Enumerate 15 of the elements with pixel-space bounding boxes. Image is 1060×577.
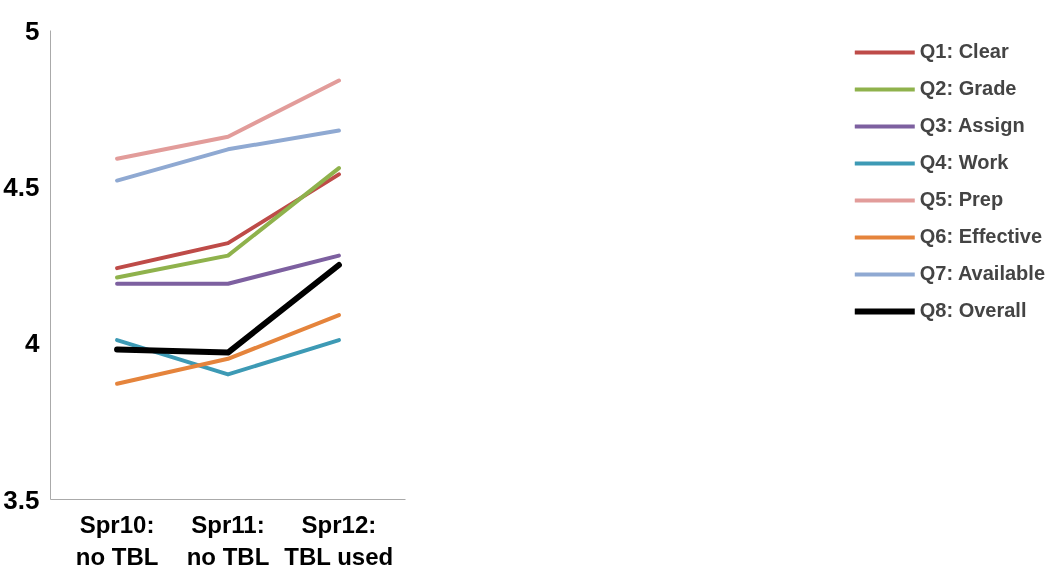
y-tick-label: 4	[25, 328, 41, 359]
legend-label: Q2: Grade	[919, 77, 1017, 100]
legend-label: Q8: Overall	[919, 299, 1027, 322]
x-tick-label: Spr11: no TBL	[186, 510, 270, 570]
x-tick-label: Spr12: TBL used	[284, 510, 394, 570]
legend-label: Q3: Assign	[919, 114, 1025, 137]
y-tick-label: 5	[25, 15, 40, 46]
x-tick-label: Spr10: no TBL	[75, 510, 159, 570]
legend-label: Q4: Work	[919, 151, 1009, 174]
legend-label: Q7: Available	[919, 262, 1045, 285]
y-tick-label: 4.5	[3, 171, 40, 202]
legend-label: Q1: Clear	[919, 40, 1009, 63]
legend-label: Q5: Prep	[919, 188, 1004, 211]
y-tick-label: 3.5	[3, 484, 40, 515]
legend-label: Q6: Effective	[919, 225, 1043, 248]
